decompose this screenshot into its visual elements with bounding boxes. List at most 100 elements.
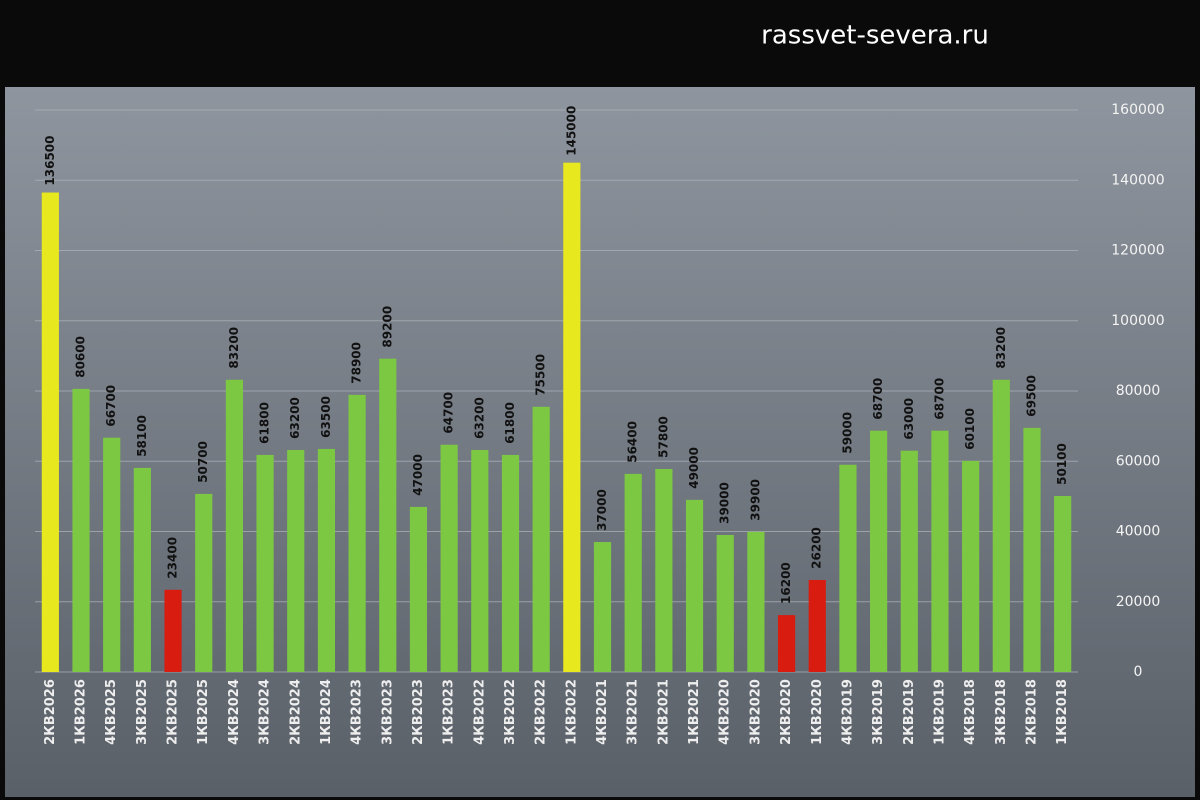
- bar: [379, 358, 397, 672]
- x-tick-label: 2КВ2019: [902, 679, 917, 745]
- watermark: rassvet-severa.ru: [761, 21, 989, 51]
- value-label: 83200: [994, 327, 1008, 369]
- x-tick-label: 3КВ2021: [626, 679, 641, 745]
- value-label: 61800: [503, 402, 517, 444]
- bar: [870, 430, 888, 672]
- x-tick-label: 1КВ2026: [74, 679, 89, 745]
- x-tick-label: 1КВ2023: [442, 679, 457, 745]
- bar: [747, 531, 765, 672]
- x-tick-label: 3КВ2019: [871, 679, 886, 745]
- bar: [900, 450, 918, 672]
- bar: [72, 388, 90, 672]
- y-tick-label: 40000: [1116, 524, 1161, 540]
- bar: [348, 394, 366, 672]
- bar: [195, 493, 213, 672]
- bar: [532, 406, 550, 672]
- x-tick-label: 2КВ2018: [1024, 679, 1039, 745]
- x-tick-label: 4КВ2022: [472, 679, 487, 745]
- bar: [103, 437, 121, 672]
- value-label: 16200: [779, 562, 793, 604]
- value-label: 61800: [258, 402, 272, 444]
- x-tick-label: 4КВ2023: [350, 679, 365, 745]
- y-tick-label: 80000: [1116, 383, 1161, 399]
- value-label: 63500: [319, 396, 333, 438]
- y-tick-label: 0: [1134, 664, 1143, 680]
- bar: [655, 468, 673, 672]
- x-tick-label: 3КВ2022: [503, 679, 518, 745]
- x-tick-label: 4КВ2025: [104, 679, 119, 745]
- value-label: 63200: [288, 397, 302, 439]
- value-label: 56400: [626, 421, 640, 463]
- x-tick-label: 3КВ2024: [258, 679, 273, 745]
- x-tick-label: 3КВ2020: [748, 679, 763, 745]
- x-tick-label: 1КВ2018: [1055, 679, 1070, 745]
- x-tick-label: 1КВ2019: [932, 679, 947, 745]
- bar: [409, 506, 428, 672]
- value-label: 49000: [687, 447, 701, 489]
- bar: [501, 454, 520, 672]
- value-label: 47000: [411, 454, 425, 496]
- bar: [716, 535, 734, 672]
- x-tick-label: 1КВ2021: [687, 679, 702, 745]
- bar: [41, 192, 59, 672]
- y-tick-label: 160000: [1111, 102, 1164, 118]
- value-label: 23400: [166, 537, 180, 579]
- value-label: 37000: [595, 489, 609, 531]
- x-tick-label: 4КВ2018: [963, 679, 978, 745]
- bar: [256, 454, 274, 672]
- x-tick-label: 3КВ2018: [994, 679, 1009, 745]
- bar: [962, 460, 980, 672]
- x-tick-label: 1КВ2022: [564, 679, 579, 745]
- bar: [287, 450, 305, 672]
- bar: [777, 615, 796, 672]
- y-tick-label: 60000: [1116, 453, 1161, 469]
- value-label: 63000: [902, 398, 916, 440]
- x-tick-label: 1КВ2024: [319, 679, 334, 745]
- value-label: 136500: [43, 135, 57, 185]
- bar: [133, 467, 151, 672]
- value-label: 83200: [227, 327, 241, 369]
- bar: [164, 589, 182, 672]
- x-tick-label: 2КВ2024: [288, 679, 303, 745]
- x-tick-label: 2КВ2025: [166, 679, 181, 745]
- x-tick-label: 1КВ2020: [810, 679, 825, 745]
- bar: [1023, 427, 1041, 672]
- x-tick-label: 4КВ2021: [595, 679, 610, 745]
- x-tick-label: 4КВ2019: [840, 679, 855, 745]
- bar: [317, 448, 336, 672]
- y-tick-label: 100000: [1111, 313, 1164, 329]
- bar: [992, 379, 1010, 672]
- x-tick-label: 2КВ2026: [43, 679, 58, 745]
- value-label: 80600: [74, 336, 88, 378]
- value-label: 68700: [871, 378, 885, 420]
- bar: [440, 444, 458, 672]
- x-tick-label: 3КВ2023: [380, 679, 395, 745]
- value-label: 68700: [932, 378, 946, 420]
- x-tick-label: 4КВ2020: [718, 679, 733, 745]
- x-tick-label: 3КВ2025: [135, 679, 150, 745]
- x-tick-label: 2КВ2020: [779, 679, 794, 745]
- x-tick-label: 2КВ2023: [411, 679, 426, 745]
- value-label: 64700: [442, 392, 456, 434]
- value-label: 89200: [380, 306, 394, 348]
- value-label: 50100: [1055, 443, 1069, 485]
- value-label: 50700: [196, 441, 210, 483]
- value-label: 57800: [656, 416, 670, 458]
- value-label: 78900: [350, 342, 364, 384]
- bar: [593, 542, 612, 672]
- bar: [225, 379, 243, 672]
- value-label: 26200: [810, 527, 824, 569]
- value-label: 75500: [534, 354, 548, 396]
- bar: [685, 499, 704, 672]
- bar: [624, 473, 642, 672]
- value-label: 58100: [135, 415, 149, 457]
- x-tick-label: 4КВ2024: [227, 679, 242, 745]
- bar: [931, 430, 949, 672]
- value-label: 39900: [748, 479, 762, 521]
- x-tick-label: 2КВ2021: [656, 679, 671, 745]
- value-label: 63200: [472, 397, 486, 439]
- bar: [471, 450, 489, 672]
- value-label: 145000: [564, 106, 578, 156]
- bar: [1054, 496, 1072, 672]
